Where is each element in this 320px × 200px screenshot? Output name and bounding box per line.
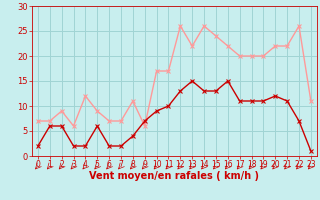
- X-axis label: Vent moyen/en rafales ( km/h ): Vent moyen/en rafales ( km/h ): [89, 171, 260, 181]
